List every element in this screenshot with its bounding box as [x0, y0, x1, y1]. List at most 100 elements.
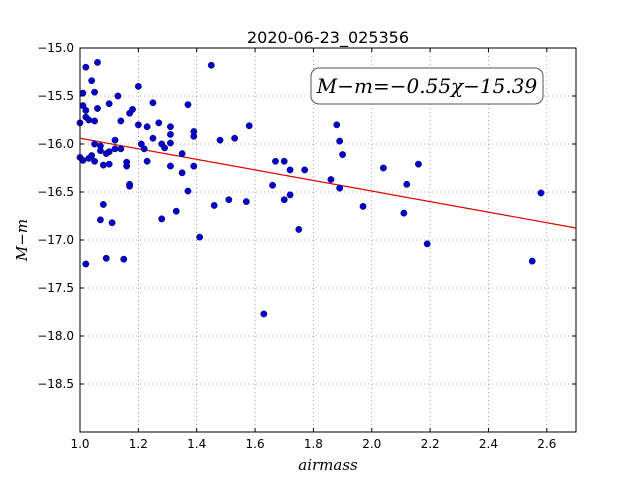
data-point	[91, 140, 98, 148]
data-point	[196, 233, 204, 241]
data-point	[280, 157, 288, 165]
data-point	[336, 184, 344, 192]
x-tick-label: 1.6	[246, 437, 265, 451]
y-tick-label: −17.5	[37, 281, 74, 295]
data-point	[120, 255, 128, 263]
data-point	[88, 77, 96, 85]
data-point	[537, 189, 545, 197]
data-point	[117, 145, 125, 153]
data-point	[94, 59, 101, 66]
data-point	[161, 144, 169, 152]
data-point	[415, 160, 422, 168]
data-point	[117, 117, 125, 125]
data-point	[134, 83, 142, 90]
data-point	[272, 157, 279, 165]
y-axis-label: M−m	[13, 219, 31, 262]
data-point	[88, 152, 96, 159]
data-point	[99, 161, 107, 169]
data-point	[178, 169, 186, 177]
fit-line-layer	[79, 137, 577, 229]
data-point	[111, 145, 119, 153]
data-point	[167, 139, 174, 147]
data-point	[82, 107, 90, 114]
x-tick-label: 1.8	[304, 437, 323, 451]
data-point	[172, 207, 180, 215]
data-point	[111, 136, 119, 144]
x-tick-label: 2.2	[421, 437, 440, 451]
points-layer	[76, 59, 545, 318]
fit-equation-annotation: M−m=−0.55χ−15.39	[310, 67, 544, 105]
data-point	[207, 61, 215, 69]
y-tick-label: −15.0	[37, 41, 74, 55]
x-tick-label: 2.6	[537, 437, 556, 451]
x-tick-label: 2.0	[362, 437, 381, 451]
data-point	[99, 201, 107, 208]
data-point	[327, 176, 335, 183]
data-point	[286, 191, 294, 199]
y-tick-label: −18.0	[37, 329, 74, 343]
x-axis-label: airmass	[298, 456, 358, 474]
annotation-text: M−m=−0.55χ−15.39	[316, 74, 538, 98]
y-tick-label: −18.5	[37, 377, 74, 391]
data-point	[269, 181, 276, 189]
tick-layer: 1.0 1.2 1.4 1.6 1.8 2.0 2.2 2.4 2.6 −15.0 −15.5 −16…	[37, 41, 576, 451]
data-point	[114, 92, 122, 100]
data-point	[339, 151, 346, 158]
data-point	[295, 226, 303, 233]
data-point	[149, 134, 157, 142]
data-point	[190, 162, 198, 170]
data-point	[286, 166, 294, 174]
data-point	[380, 164, 387, 172]
data-point	[129, 106, 136, 113]
data-point	[260, 310, 268, 318]
chart-title: 2020-06-23_025356	[247, 28, 409, 48]
data-point	[102, 254, 110, 262]
data-point	[190, 128, 198, 135]
data-point	[140, 145, 148, 153]
data-point	[149, 99, 157, 107]
data-point	[167, 162, 174, 170]
data-point	[143, 123, 151, 131]
y-tick-label: −16.5	[37, 185, 74, 199]
data-point	[79, 156, 87, 164]
data-point	[359, 202, 367, 210]
annotation-box	[310, 67, 544, 105]
data-point	[82, 260, 90, 268]
y-tick-label: −17.0	[37, 233, 74, 247]
x-tick-label: 1.2	[129, 437, 148, 451]
data-point	[216, 136, 224, 144]
data-point	[79, 89, 87, 97]
data-point	[231, 134, 239, 142]
data-point	[123, 158, 131, 166]
x-tick-label: 2.4	[479, 437, 498, 451]
data-point	[178, 150, 186, 158]
data-point	[400, 209, 408, 217]
data-point	[158, 215, 166, 223]
data-point	[155, 119, 163, 127]
x-tick-label: 1.4	[187, 437, 206, 451]
data-point	[301, 166, 309, 174]
data-point	[126, 182, 134, 190]
data-point	[167, 123, 174, 131]
x-tick-label: 1.0	[70, 437, 89, 451]
data-point	[225, 196, 233, 204]
data-point	[167, 130, 174, 138]
data-point	[280, 196, 288, 204]
data-point	[143, 157, 151, 165]
data-point	[134, 121, 142, 129]
data-point	[97, 147, 104, 155]
data-point	[403, 180, 411, 188]
data-point	[184, 101, 192, 109]
data-point	[333, 121, 341, 129]
data-point	[85, 116, 93, 124]
data-point	[528, 257, 536, 265]
data-point	[82, 63, 90, 71]
data-point	[108, 219, 116, 227]
y-tick-label: −15.5	[37, 89, 74, 103]
data-point	[91, 117, 98, 125]
y-tick-label: −16.0	[37, 137, 74, 151]
data-point	[245, 122, 253, 130]
data-point	[105, 148, 113, 156]
data-point	[94, 105, 101, 112]
